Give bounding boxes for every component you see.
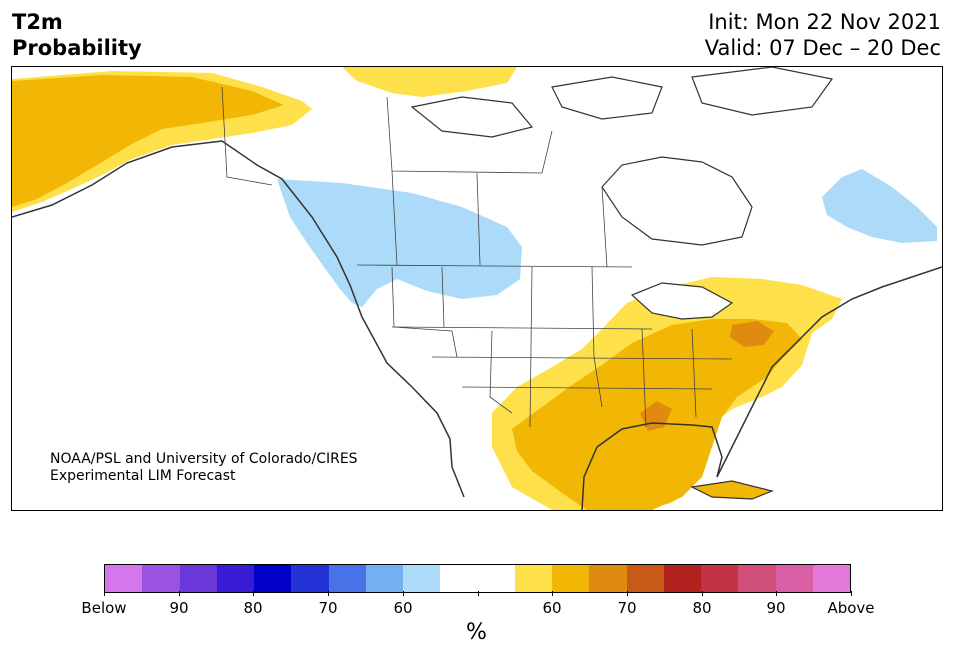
colorbar-cell	[589, 565, 627, 592]
political-boundaries	[221, 86, 733, 428]
colorbar-tick-label: 80	[692, 599, 712, 617]
colorbar-tick	[552, 591, 553, 596]
colorbar-cell	[812, 565, 850, 592]
colorbar-cell	[626, 565, 664, 592]
colorbar-cell	[663, 565, 701, 592]
colorbar-tick-label: Above	[827, 599, 875, 617]
valid-range: Valid: 07 Dec – 20 Dec	[704, 36, 941, 60]
colorbar-cell	[328, 565, 366, 592]
colorbar-cell	[365, 565, 403, 592]
colorbar-tick-label: 70	[318, 599, 338, 617]
colorbar-cell	[142, 565, 180, 592]
cuba-island	[690, 480, 774, 500]
probability-colorbar	[104, 564, 851, 593]
colorbar-cell	[701, 565, 739, 592]
init-date: Init: Mon 22 Nov 2021	[708, 10, 941, 34]
arctic-islands	[410, 67, 834, 138]
map-canvas	[12, 67, 942, 510]
coastline-east	[716, 266, 942, 478]
title-quantity: Probability	[12, 36, 142, 60]
colorbar-cell	[738, 565, 776, 592]
colorbar-tick-label: 90	[766, 599, 786, 617]
colorbar-cell	[291, 565, 329, 592]
colorbar-cell	[216, 565, 254, 592]
credit-organization: NOAA/PSL and University of Colorado/CIRE…	[50, 451, 358, 467]
map-title: T2m Probability	[12, 9, 142, 61]
colorbar-tick	[253, 591, 254, 596]
labrador-below-region	[822, 169, 937, 243]
colorbar-cell	[403, 565, 441, 592]
colorbar-unit: %	[466, 620, 487, 645]
colorbar-tick	[627, 591, 628, 596]
colorbar-tick	[403, 591, 404, 596]
west-below-region	[277, 179, 522, 307]
colorbar-tick-label: 80	[243, 599, 263, 617]
colorbar-cell	[440, 565, 478, 592]
map-credit: NOAA/PSL and University of Colorado/CIRE…	[50, 451, 358, 485]
colorbar-tick-label: 60	[393, 599, 413, 617]
southeast-above-max	[730, 321, 774, 347]
colorbar-tick-label: 90	[169, 599, 189, 617]
colorbar-cell	[477, 565, 515, 592]
colorbar-cell	[254, 565, 292, 592]
colorbar-tick	[776, 591, 777, 596]
coastline-gulf	[581, 422, 723, 510]
colorbar-cell	[514, 565, 552, 592]
alaska-above-core	[12, 75, 284, 207]
arctic-above-region	[342, 67, 517, 97]
title-variable: T2m	[12, 10, 63, 34]
colorbar-tick	[328, 591, 329, 596]
colorbar-cell	[552, 565, 590, 592]
colorbar-cell	[775, 565, 813, 592]
forecast-map: NOAA/PSL and University of Colorado/CIRE…	[11, 66, 943, 511]
colorbar-tick-label: 70	[617, 599, 637, 617]
colorbar-tick	[179, 591, 180, 596]
colorbar-tick	[851, 591, 852, 596]
colorbar-tick-label: 60	[542, 599, 562, 617]
colorbar-tick	[702, 591, 703, 596]
great-lakes	[630, 282, 734, 320]
colorbar-cell	[179, 565, 217, 592]
coastline-west	[12, 140, 465, 498]
colorbar-tick	[104, 591, 105, 596]
forecast-dates: Init: Mon 22 Nov 2021 Valid: 07 Dec – 20…	[705, 9, 941, 61]
colorbar-tick-label: Below	[81, 599, 127, 617]
coastline-hudson-bay	[601, 156, 753, 246]
colorbar-tick	[478, 591, 479, 596]
colorbar-cell	[105, 565, 143, 592]
credit-product: Experimental LIM Forecast	[50, 468, 236, 484]
